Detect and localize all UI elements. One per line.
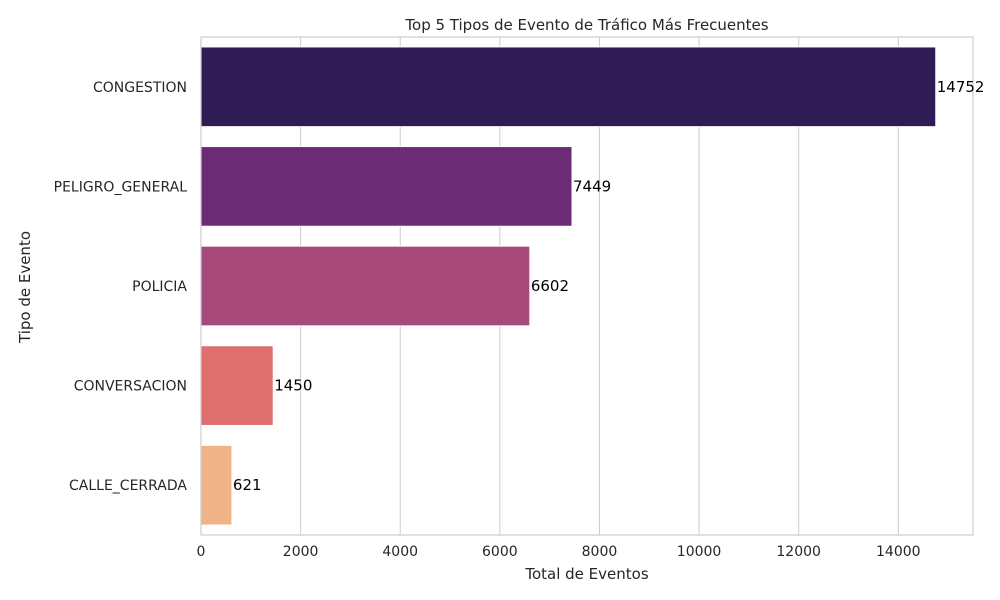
x-tick-label: 0 (197, 544, 206, 560)
x-tick-label: 8000 (582, 544, 618, 560)
bars (200, 46, 937, 526)
y-axis-label: Tipo de Evento (16, 231, 34, 344)
x-tick-label: 2000 (283, 544, 319, 560)
y-tick-label: CONVERSACION (74, 379, 187, 395)
y-tick-label: PELIGRO_GENERAL (54, 179, 188, 195)
x-axis-label: Total de Eventos (524, 565, 648, 583)
data-label: 14752 (937, 78, 985, 96)
bar-policia (200, 245, 531, 327)
bar-conversacion (200, 345, 274, 426)
y-tick-label: CALLE_CERRADA (69, 478, 187, 494)
data-label: 621 (233, 476, 262, 494)
x-axis-ticks: 0 2000 4000 6000 8000 10000 12000 14000 (197, 544, 921, 560)
y-axis-categories: CONGESTION PELIGRO_GENERAL POLICIA CONVERSA… (54, 80, 188, 494)
x-tick-label: 10000 (677, 544, 722, 560)
x-tick-label: 6000 (482, 544, 518, 560)
bar-peligro-general (200, 146, 573, 227)
bar-calle-cerrada (200, 444, 233, 526)
y-tick-label: CONGESTION (93, 80, 187, 96)
data-label: 1450 (274, 377, 312, 395)
plot-frame (200, 36, 974, 536)
chart-title: Top 5 Tipos de Evento de Tráfico Más Fre… (404, 16, 768, 34)
data-label: 7449 (573, 177, 611, 195)
x-tick-label: 14000 (876, 544, 921, 560)
x-tick-label: 4000 (382, 544, 418, 560)
data-labels: 14752 7449 6602 1450 621 (233, 78, 985, 494)
data-label: 6602 (531, 277, 569, 295)
y-tick-label: POLICIA (132, 279, 187, 295)
x-tick-label: 12000 (776, 544, 821, 560)
bar-congestion (200, 46, 937, 128)
